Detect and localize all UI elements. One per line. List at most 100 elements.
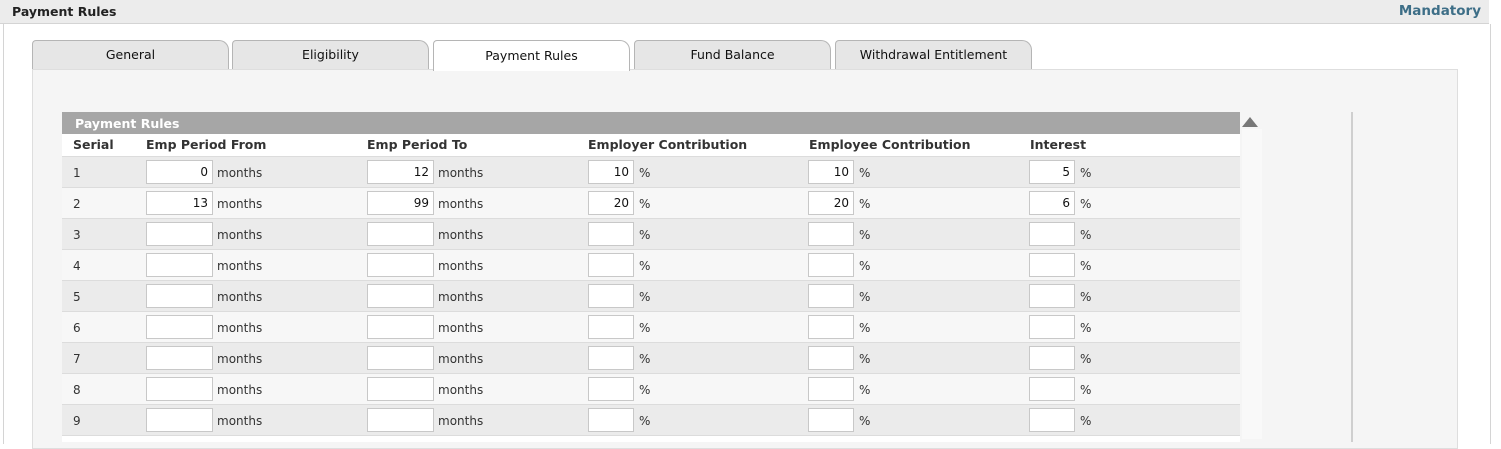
grid-body: 1 months months%%% 2 months months%%% 3 months m…	[62, 157, 1240, 436]
interest-input[interactable]	[1029, 253, 1075, 277]
tab-fund-balance[interactable]: Fund Balance	[634, 40, 831, 69]
percent-unit: %	[639, 352, 651, 366]
serial-cell: 6	[73, 321, 81, 335]
percent-unit: %	[1080, 321, 1092, 335]
employee-contribution-input[interactable]	[808, 315, 854, 339]
employer-contribution-input[interactable]	[588, 160, 634, 184]
employer-contribution-input[interactable]	[588, 222, 634, 246]
triangle-up-icon[interactable]	[1242, 117, 1258, 127]
emp-period-from-input[interactable]	[146, 160, 213, 184]
emp-period-from-input[interactable]	[146, 222, 213, 246]
table-row: 1 months months%%%	[62, 157, 1240, 188]
emp-period-to-input[interactable]	[367, 408, 434, 432]
interest-input[interactable]	[1029, 222, 1075, 246]
months-unit: months	[438, 383, 484, 397]
percent-unit: %	[639, 383, 651, 397]
table-row: 3 months months%%%	[62, 219, 1240, 250]
emp-period-to-input[interactable]	[367, 160, 434, 184]
interest-input[interactable]	[1029, 191, 1075, 215]
months-unit: months	[217, 228, 263, 242]
percent-unit: %	[859, 197, 871, 211]
tab-general[interactable]: General	[32, 40, 229, 69]
serial-cell: 5	[73, 290, 81, 304]
months-unit: months	[217, 383, 263, 397]
interest-input[interactable]	[1029, 284, 1075, 308]
col-to-header: Emp Period To	[367, 137, 468, 152]
employer-contribution-input[interactable]	[588, 253, 634, 277]
percent-unit: %	[859, 166, 871, 180]
grid-title: Payment Rules	[62, 112, 1240, 134]
table-row: 5 months months%%%	[62, 281, 1240, 312]
grid-header-row: Serial Emp Period From Emp Period To Emp…	[62, 134, 1240, 157]
percent-unit: %	[1080, 166, 1092, 180]
emp-period-to-input[interactable]	[367, 191, 434, 215]
emp-period-to-input[interactable]	[367, 315, 434, 339]
emp-period-to-input[interactable]	[367, 346, 434, 370]
emp-period-from-input[interactable]	[146, 408, 213, 432]
percent-unit: %	[859, 352, 871, 366]
months-unit: months	[217, 197, 263, 211]
employee-contribution-input[interactable]	[808, 160, 854, 184]
employee-contribution-input[interactable]	[808, 284, 854, 308]
employer-contribution-input[interactable]	[588, 284, 634, 308]
months-unit: months	[217, 290, 263, 304]
months-unit: months	[438, 197, 484, 211]
employee-contribution-input[interactable]	[808, 222, 854, 246]
interest-input[interactable]	[1029, 346, 1075, 370]
interest-input[interactable]	[1029, 408, 1075, 432]
emp-period-to-input[interactable]	[367, 222, 434, 246]
months-unit: months	[438, 352, 484, 366]
table-row: 7 months months%%%	[62, 343, 1240, 374]
emp-period-to-input[interactable]	[367, 377, 434, 401]
scrollbar-track[interactable]	[1242, 129, 1262, 439]
divider	[1351, 112, 1353, 442]
employee-contribution-input[interactable]	[808, 346, 854, 370]
tab-eligibility[interactable]: Eligibility	[232, 40, 429, 69]
table-row: 4 months months%%%	[62, 250, 1240, 281]
col-from-header: Emp Period From	[146, 137, 267, 152]
emp-period-from-input[interactable]	[146, 284, 213, 308]
months-unit: months	[438, 414, 484, 428]
serial-cell: 2	[73, 197, 81, 211]
interest-input[interactable]	[1029, 377, 1075, 401]
interest-input[interactable]	[1029, 160, 1075, 184]
emp-period-to-input[interactable]	[367, 253, 434, 277]
table-row: 8 months months%%%	[62, 374, 1240, 405]
months-unit: months	[217, 414, 263, 428]
emp-period-to-input[interactable]	[367, 284, 434, 308]
serial-cell: 9	[73, 414, 81, 428]
percent-unit: %	[1080, 383, 1092, 397]
employer-contribution-input[interactable]	[588, 408, 634, 432]
page-header: Payment Rules Mandatory	[0, 0, 1489, 24]
tab-payment-rules[interactable]: Payment Rules	[433, 40, 630, 71]
emp-period-from-input[interactable]	[146, 377, 213, 401]
table-row: 6 months months%%%	[62, 312, 1240, 343]
employer-contribution-input[interactable]	[588, 377, 634, 401]
percent-unit: %	[639, 166, 651, 180]
table-row: 9 months months%%%	[62, 405, 1240, 436]
employee-contribution-input[interactable]	[808, 253, 854, 277]
table-row: 2 months months%%%	[62, 188, 1240, 219]
months-unit: months	[217, 352, 263, 366]
col-serial-header: Serial	[73, 137, 114, 152]
employer-contribution-input[interactable]	[588, 346, 634, 370]
employee-contribution-input[interactable]	[808, 191, 854, 215]
percent-unit: %	[639, 228, 651, 242]
tab-withdrawal-entitlement[interactable]: Withdrawal Entitlement	[835, 40, 1032, 69]
percent-unit: %	[1080, 228, 1092, 242]
emp-period-from-input[interactable]	[146, 346, 213, 370]
employee-contribution-input[interactable]	[808, 377, 854, 401]
employee-contribution-input[interactable]	[808, 408, 854, 432]
months-unit: months	[438, 228, 484, 242]
emp-period-from-input[interactable]	[146, 191, 213, 215]
emp-period-from-input[interactable]	[146, 315, 213, 339]
employer-contribution-input[interactable]	[588, 191, 634, 215]
emp-period-from-input[interactable]	[146, 253, 213, 277]
months-unit: months	[217, 321, 263, 335]
percent-unit: %	[859, 414, 871, 428]
mandatory-label: Mandatory	[1398, 3, 1481, 19]
percent-unit: %	[1080, 259, 1092, 273]
employer-contribution-input[interactable]	[588, 315, 634, 339]
interest-input[interactable]	[1029, 315, 1075, 339]
serial-cell: 4	[73, 259, 81, 273]
